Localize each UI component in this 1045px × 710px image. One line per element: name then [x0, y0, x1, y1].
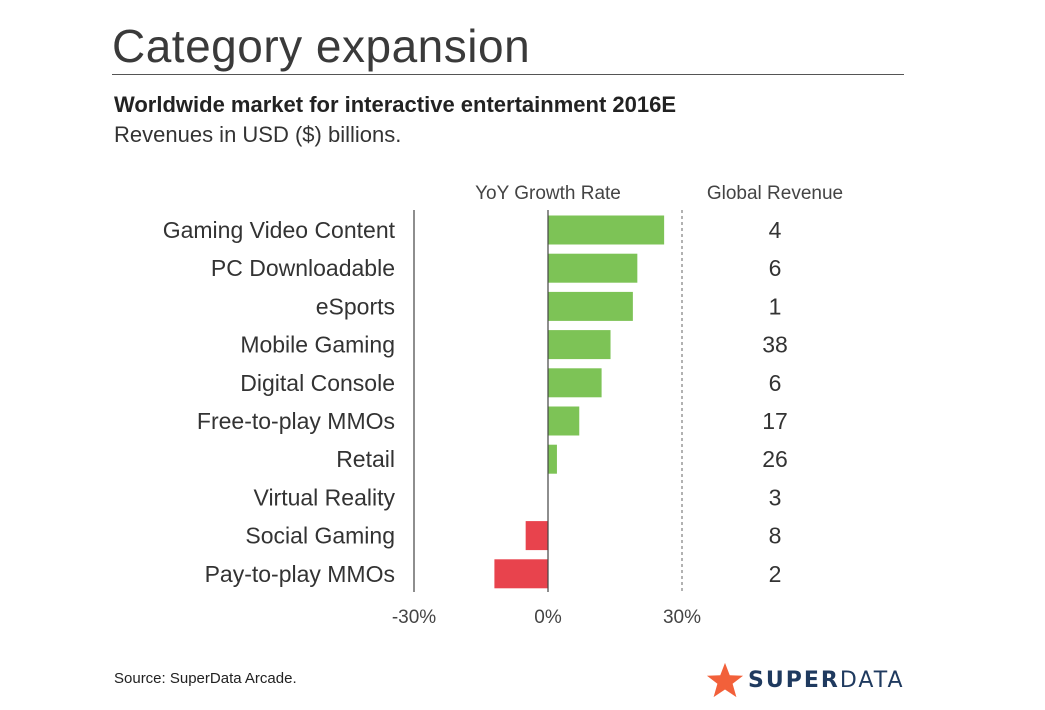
revenue-value-7: 3 — [769, 484, 782, 510]
revenue-value-2: 1 — [769, 293, 782, 319]
category-label-0: Gaming Video Content — [163, 217, 396, 243]
title-divider — [112, 74, 904, 75]
revenue-value-0: 4 — [769, 217, 782, 243]
revenue-value-5: 17 — [762, 408, 788, 434]
bar-8 — [525, 521, 548, 551]
superdata-logo: SUPERDATA — [706, 660, 906, 700]
bar-3 — [548, 330, 611, 360]
logo-text-data: DATA — [839, 667, 905, 693]
star-icon — [706, 662, 744, 698]
x-tick-label-2: 30% — [663, 607, 701, 628]
global-revenue-header: Global Revenue — [707, 183, 843, 204]
bar-9 — [494, 559, 548, 589]
growth-rate-header: YoY Growth Rate — [475, 183, 621, 204]
logo-wordmark: SUPERDATA — [748, 668, 905, 693]
category-label-3: Mobile Gaming — [240, 332, 395, 358]
category-label-8: Social Gaming — [245, 523, 395, 549]
bar-2 — [548, 291, 633, 321]
source-note: Source: SuperData Arcade. — [114, 670, 297, 687]
chart-units-note: Revenues in USD ($) billions. — [114, 122, 402, 147]
category-label-7: Virtual Reality — [254, 484, 396, 510]
category-label-6: Retail — [336, 446, 395, 472]
bar-5 — [548, 406, 580, 436]
page-title: Category expansion — [112, 20, 531, 72]
bar-1 — [548, 253, 638, 283]
revenue-value-4: 6 — [769, 370, 782, 396]
revenue-value-6: 26 — [762, 446, 788, 472]
bar-0 — [548, 215, 665, 245]
growth-bar-chart: YoY Growth Rate Global Revenue Gaming Vide… — [163, 183, 843, 628]
revenue-value-3: 38 — [762, 332, 788, 358]
x-tick-label-0: -30% — [392, 607, 436, 628]
bar-4 — [548, 368, 602, 398]
logo-text-super: SUPER — [748, 667, 840, 693]
bar-6 — [548, 444, 557, 474]
category-label-5: Free-to-play MMOs — [197, 408, 395, 434]
revenue-value-1: 6 — [769, 255, 782, 281]
category-label-2: eSports — [316, 293, 395, 319]
chart-subtitle: Worldwide market for interactive enterta… — [114, 92, 676, 117]
category-label-4: Digital Console — [240, 370, 395, 396]
revenue-value-8: 8 — [769, 523, 782, 549]
category-label-9: Pay-to-play MMOs — [205, 561, 395, 587]
revenue-value-9: 2 — [769, 561, 782, 587]
category-label-1: PC Downloadable — [211, 255, 395, 281]
x-tick-label-1: 0% — [534, 607, 562, 628]
